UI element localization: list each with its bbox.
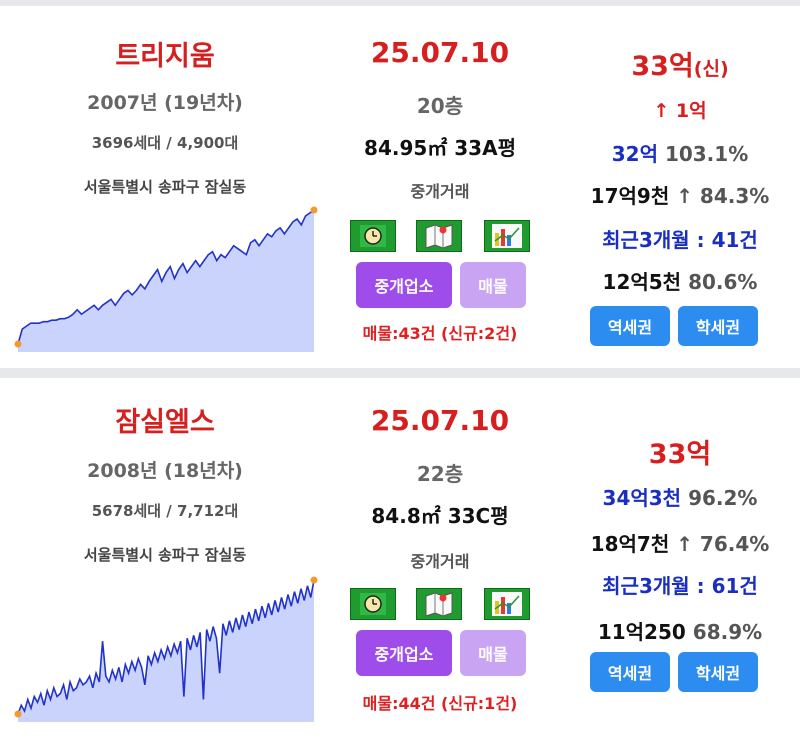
chart-start-point <box>14 340 22 348</box>
chart-start-point <box>14 710 22 718</box>
apartment-name[interactable]: 트리지움 <box>115 41 215 72</box>
chart-line <box>17 209 315 345</box>
recent-deals[interactable]: 최근3개월 : 61건 <box>602 574 758 598</box>
price-trend-chart <box>14 206 318 352</box>
new-record-tag: (신) <box>693 58 729 80</box>
school-area-button[interactable]: 학세권 <box>678 306 758 346</box>
listing-count: 매물:43건 (신규:2건) <box>362 324 518 343</box>
listing-button[interactable]: 매물 <box>460 262 526 308</box>
chart-end-point <box>310 576 318 584</box>
previous-high: 34억3천 96.2% <box>602 486 758 510</box>
station-area-button[interactable]: 역세권 <box>590 306 670 346</box>
household-parking: 5678세대 / 7,712대 <box>91 502 239 520</box>
action-icons <box>350 588 530 620</box>
deal-price: 33억(신) <box>631 51 729 82</box>
previous-low: 17억9천 ↑ 84.3% <box>590 184 770 208</box>
apartment-card[interactable]: 잠실엘스 2008년 (18년차) 5678세대 / 7,712대 서울특별시 … <box>0 378 800 741</box>
school-area-button[interactable]: 학세권 <box>678 652 758 692</box>
deal-type: 중개거래 <box>410 552 470 571</box>
floor: 22층 <box>416 462 464 486</box>
recent-deals[interactable]: 최근3개월 : 41건 <box>602 228 758 252</box>
previous-low: 18억7천 ↑ 76.4% <box>590 532 770 556</box>
floor: 20층 <box>416 94 464 118</box>
apartment-card[interactable]: 트리지움 2007년 (19년차) 3696세대 / 4,900대 서울특별시 … <box>0 6 800 368</box>
area: 84.95㎡ 33A평 <box>364 136 516 160</box>
area: 84.8㎡ 33C평 <box>371 504 509 528</box>
build-year: 2008년 (18년차) <box>87 460 243 482</box>
action-icons <box>350 220 530 252</box>
chart-end-point <box>310 206 318 214</box>
deal-date: 25.07.10 <box>370 404 510 437</box>
price-trend-chart <box>14 576 318 722</box>
listing-button[interactable]: 매물 <box>460 630 526 676</box>
jeonse-price: 11억250 68.9% <box>597 620 763 644</box>
map-icon[interactable] <box>416 220 462 252</box>
apartment-name[interactable]: 잠실엘스 <box>115 407 215 438</box>
price-change: ↑ 1억 <box>653 100 707 122</box>
address: 서울특별시 송파구 잠실동 <box>83 546 247 564</box>
map-icon[interactable] <box>416 588 462 620</box>
previous-high: 32억 103.1% <box>611 142 749 166</box>
clock-icon[interactable] <box>350 588 396 620</box>
address: 서울특별시 송파구 잠실동 <box>83 178 247 196</box>
build-year: 2007년 (19년차) <box>87 92 243 114</box>
jeonse-price: 12억5천 80.6% <box>602 270 758 294</box>
deal-date: 25.07.10 <box>370 36 510 69</box>
household-parking: 3696세대 / 4,900대 <box>91 134 239 152</box>
chart-area <box>18 210 314 352</box>
listing-count: 매물:44건 (신규:1건) <box>362 694 518 713</box>
deal-type: 중개거래 <box>410 182 470 201</box>
station-area-button[interactable]: 역세권 <box>590 652 670 692</box>
bar-chart-icon[interactable] <box>484 220 530 252</box>
chart-line <box>17 579 315 715</box>
deal-price: 33억 <box>648 439 712 470</box>
broker-button[interactable]: 중개업소 <box>356 630 452 676</box>
broker-button[interactable]: 중개업소 <box>356 262 452 308</box>
bar-chart-icon[interactable] <box>484 588 530 620</box>
clock-icon[interactable] <box>350 220 396 252</box>
